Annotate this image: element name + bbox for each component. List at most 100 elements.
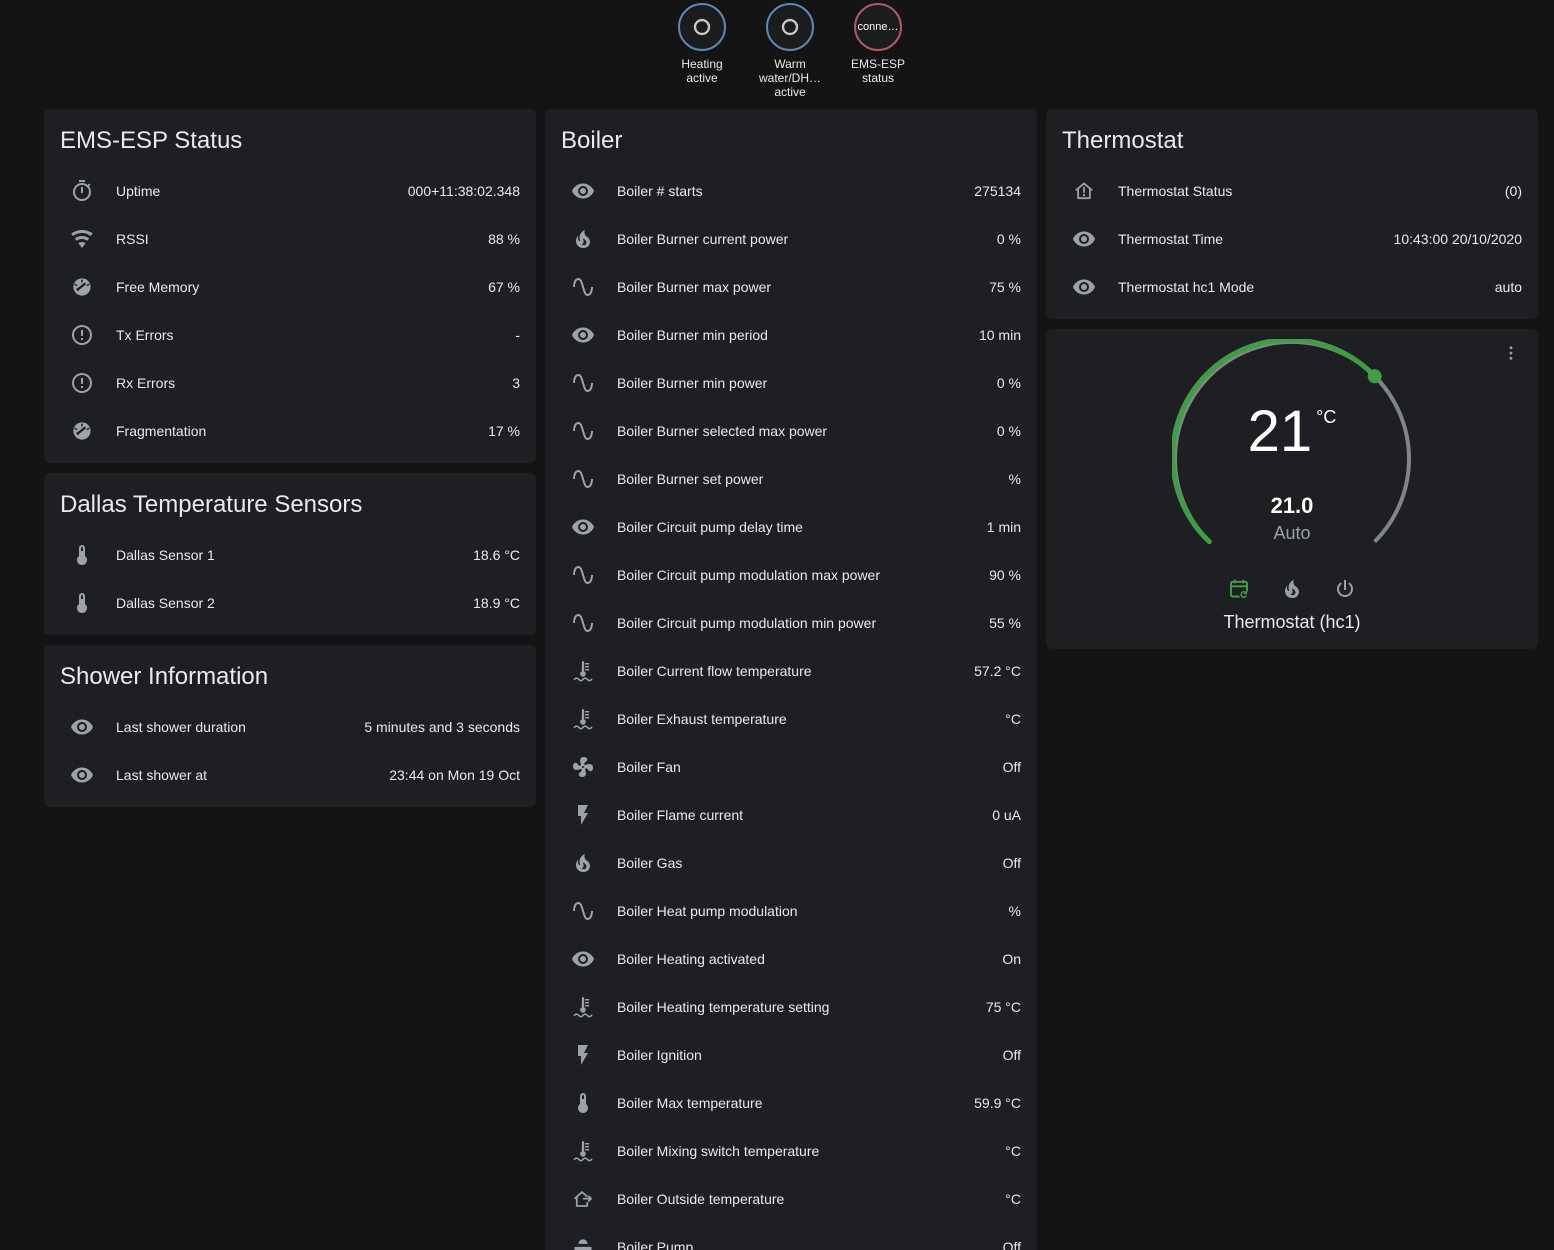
circle-outline-icon [691, 16, 713, 38]
badge-heating-active[interactable]: Heating active [664, 3, 740, 109]
entity-row[interactable]: Boiler Circuit pump modulation max power… [545, 551, 1037, 599]
entity-row[interactable]: Boiler Mixing switch temperature °C [545, 1127, 1037, 1175]
column-left: EMS-ESP Status Uptime 000+11:38:02.348 R… [44, 109, 536, 807]
card-ems-esp-status: EMS-ESP Status Uptime 000+11:38:02.348 R… [44, 109, 536, 463]
entity-label: Boiler Circuit pump modulation max power [617, 567, 880, 583]
entity-row[interactable]: Boiler Flame current 0 uA [545, 791, 1037, 839]
badge-state-text: conne… [857, 21, 899, 33]
entity-row[interactable]: Boiler # starts 275134 [545, 167, 1037, 215]
entity-label: Boiler Fan [617, 759, 681, 775]
eye-icon [70, 715, 94, 739]
entity-row[interactable]: Boiler Burner current power 0 % [545, 215, 1037, 263]
entity-label: Boiler Outside temperature [617, 1191, 785, 1207]
badge-warm-water-active[interactable]: Warm water/DH… active [752, 3, 828, 109]
badge-label: EMS-ESP status [850, 57, 905, 85]
entity-row[interactable]: Boiler Circuit pump delay time 1 min [545, 503, 1037, 551]
thermostat-name: Thermostat (hc1) [1223, 612, 1361, 632]
entity-row[interactable]: Thermostat hc1 Mode auto [1046, 263, 1538, 311]
entity-label: Last shower duration [116, 719, 246, 735]
entity-value: 000+11:38:02.348 [407, 183, 520, 199]
alert-circle-icon [70, 323, 94, 347]
entity-label: Uptime [116, 183, 161, 199]
entity-value: °C [1005, 1143, 1021, 1159]
entity-row[interactable]: Boiler Heat pump modulation % [545, 887, 1037, 935]
thermometer-icon [571, 1091, 595, 1115]
entity-value: 67 % [488, 279, 520, 295]
entity-row[interactable]: Boiler Burner selected max power 0 % [545, 407, 1037, 455]
entity-row[interactable]: Boiler Heating temperature setting 75 °C [545, 983, 1037, 1031]
entity-row[interactable]: Uptime 000+11:38:02.348 [44, 167, 536, 215]
entity-label: Free Memory [116, 279, 200, 295]
entity-value: 75 °C [985, 999, 1021, 1015]
entity-row[interactable]: Dallas Sensor 1 18.6 °C [44, 531, 536, 579]
column-right: Thermostat Thermostat Status (0) Thermos… [1046, 109, 1538, 649]
entity-row[interactable]: Boiler Exhaust temperature °C [545, 695, 1037, 743]
entity-list: Last shower duration 5 minutes and 3 sec… [44, 703, 536, 799]
entity-value: 0 % [996, 375, 1021, 391]
sine-wave-icon [571, 611, 595, 635]
entity-row[interactable]: Boiler Ignition Off [545, 1031, 1037, 1079]
calendar-sync-icon[interactable] [1227, 577, 1251, 601]
entity-row[interactable]: Boiler Heating activated On [545, 935, 1037, 983]
home-alert-icon [1072, 179, 1096, 203]
thermostat-dial: 21 °C 21.0 Auto [1172, 339, 1412, 554]
entity-label: Boiler Heat pump modulation [617, 903, 798, 919]
entity-label: Boiler Burner set power [617, 471, 764, 487]
fire-mode-icon[interactable] [1280, 577, 1304, 601]
entity-row[interactable]: Rx Errors 3 [44, 359, 536, 407]
dial-slider [1172, 339, 1411, 545]
entity-label: Boiler Burner max power [617, 279, 772, 295]
entity-row[interactable]: Thermostat Time 10:43:00 20/10/2020 [1046, 215, 1538, 263]
eye-icon [571, 515, 595, 539]
dial-knob[interactable] [1367, 369, 1382, 384]
entity-label: Thermostat Status [1118, 183, 1233, 199]
entity-row[interactable]: Boiler Burner max power 75 % [545, 263, 1037, 311]
entity-row[interactable]: Boiler Max temperature 59.9 °C [545, 1079, 1037, 1127]
entity-label: Dallas Sensor 2 [116, 595, 215, 611]
entity-row[interactable]: Last shower duration 5 minutes and 3 sec… [44, 703, 536, 751]
eye-icon [1072, 227, 1096, 251]
entity-row[interactable]: RSSI 88 % [44, 215, 536, 263]
power-off-icon[interactable] [1333, 577, 1357, 601]
entity-row[interactable]: Boiler Outside temperature °C [545, 1175, 1037, 1223]
timer-icon [70, 179, 94, 203]
badge-row: Heating active Warm water/DH… active con… [13, 0, 1554, 109]
kebab-menu-icon[interactable] [1502, 343, 1520, 363]
entity-label: Boiler Burner min period [617, 327, 768, 343]
entity-value: 18.9 °C [473, 595, 520, 611]
entity-row[interactable]: Fragmentation 17 % [44, 407, 536, 455]
sine-wave-icon [571, 371, 595, 395]
entity-list: Uptime 000+11:38:02.348 RSSI 88 % Free M [44, 167, 536, 455]
entity-label: Boiler Heating temperature setting [617, 999, 830, 1015]
entity-value: 5 minutes and 3 seconds [364, 719, 520, 735]
entity-row[interactable]: Boiler Pump Off [545, 1223, 1037, 1250]
fire-icon [571, 227, 595, 251]
entity-row[interactable]: Tx Errors - [44, 311, 536, 359]
entity-value: Off [1002, 1239, 1021, 1250]
flash-icon [571, 803, 595, 827]
entity-value: 55 % [989, 615, 1021, 631]
entity-value: 3 [512, 375, 520, 391]
dial-progress[interactable] [1172, 339, 1378, 545]
entity-row[interactable]: Boiler Burner min power 0 % [545, 359, 1037, 407]
entity-row[interactable]: Free Memory 67 % [44, 263, 536, 311]
badge-circle [678, 3, 726, 51]
card-shower-information: Shower Information Last shower duration … [44, 645, 536, 807]
entity-row[interactable]: Last shower at 23:44 on Mon 19 Oct [44, 751, 536, 799]
sine-wave-icon [571, 467, 595, 491]
entity-value: Off [1002, 759, 1021, 775]
entity-row[interactable]: Boiler Current flow temperature 57.2 °C [545, 647, 1037, 695]
entity-label: Tx Errors [116, 327, 174, 343]
sine-wave-icon [571, 275, 595, 299]
entity-row[interactable]: Boiler Circuit pump modulation min power… [545, 599, 1037, 647]
badge-ems-esp-status[interactable]: conne… EMS-ESP status [840, 3, 916, 109]
entity-row[interactable]: Boiler Fan Off [545, 743, 1037, 791]
entity-row[interactable]: Boiler Gas Off [545, 839, 1037, 887]
entity-row[interactable]: Boiler Burner min period 10 min [545, 311, 1037, 359]
entity-list: Dallas Sensor 1 18.6 °C Dallas Sensor 2 … [44, 531, 536, 627]
card-dallas-sensors: Dallas Temperature Sensors Dallas Sensor… [44, 473, 536, 635]
entity-row[interactable]: Dallas Sensor 2 18.9 °C [44, 579, 536, 627]
entity-value: 17 % [488, 423, 520, 439]
entity-row[interactable]: Thermostat Status (0) [1046, 167, 1538, 215]
entity-row[interactable]: Boiler Burner set power % [545, 455, 1037, 503]
